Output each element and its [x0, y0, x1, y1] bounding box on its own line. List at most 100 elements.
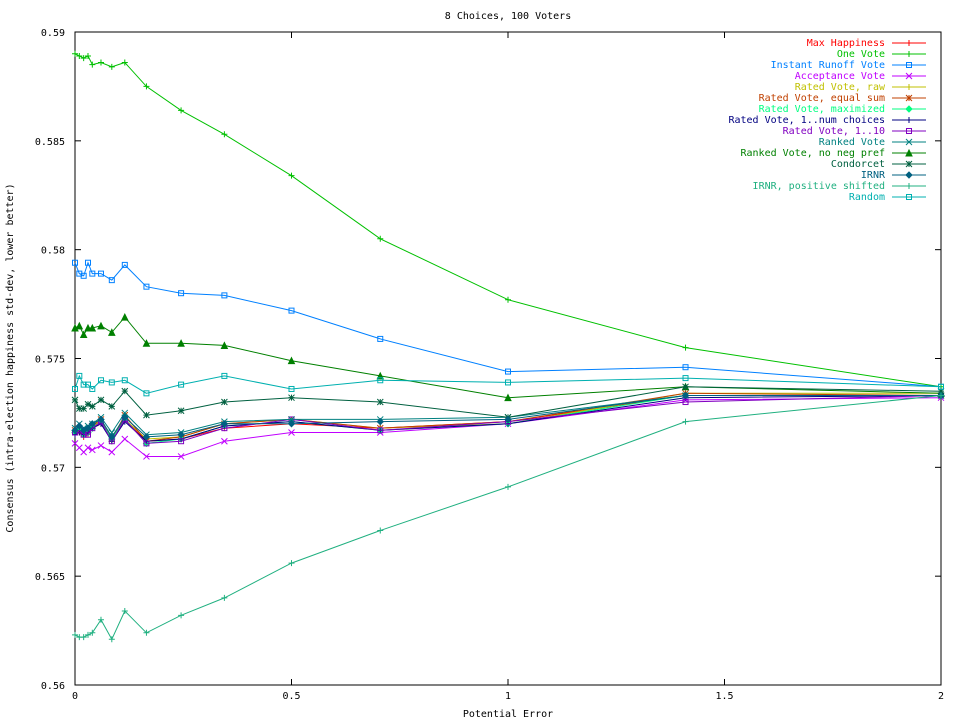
chart-title: 8 Choices, 100 Voters	[445, 11, 571, 22]
axes: 0 0.5 1 1.5 2 0.56 0.565 0.57 0.575 0.58 0.585 0.59	[35, 28, 944, 702]
data-point	[89, 270, 96, 277]
y-tick-label: 0.59	[41, 28, 65, 39]
legend-marker	[906, 117, 912, 123]
series-13	[72, 392, 944, 643]
data-point	[288, 307, 295, 314]
legend-label: Instant Runoff Vote	[771, 60, 885, 71]
legend-label: Condorcet	[831, 159, 885, 170]
legend-marker	[906, 62, 912, 68]
legend-marker	[906, 84, 912, 90]
data-point	[84, 52, 91, 59]
data-point	[288, 385, 295, 392]
series-10	[71, 313, 945, 402]
legend-label: Rated Vote, equal sum	[759, 93, 885, 104]
legend-marker	[906, 40, 912, 46]
data-point	[108, 379, 115, 386]
data-point	[221, 594, 228, 601]
data-point	[288, 394, 295, 402]
data-point	[505, 483, 511, 490]
data-point	[178, 290, 185, 297]
series-3	[71, 394, 945, 460]
data-point	[97, 377, 104, 384]
legend-marker	[905, 94, 913, 102]
data-point	[71, 426, 79, 435]
data-point	[84, 631, 91, 638]
series-line	[74, 261, 942, 388]
legend-marker	[905, 105, 913, 113]
data-point	[121, 607, 128, 614]
data-point	[682, 344, 689, 351]
data-point	[681, 391, 690, 400]
data-point	[88, 446, 96, 454]
legend-label: Random	[849, 192, 885, 203]
data-point	[221, 437, 228, 445]
data-point	[108, 636, 115, 643]
data-point	[121, 59, 128, 66]
legend-label: Ranked Vote, no neg pref	[741, 148, 886, 159]
legend-marker	[906, 183, 912, 189]
data-point	[937, 387, 945, 395]
x-tick-label: 2	[938, 691, 944, 702]
legend-label: One Vote	[837, 49, 885, 60]
data-point	[121, 387, 129, 395]
data-point	[80, 55, 87, 62]
data-point	[76, 372, 83, 379]
legend-marker	[906, 51, 912, 57]
data-point	[220, 341, 229, 349]
y-tick-label: 0.58	[41, 246, 65, 257]
x-tick-label: 0	[72, 691, 78, 702]
data-point	[178, 381, 185, 388]
data-point	[88, 403, 96, 410]
legend-label: Max Happiness	[807, 38, 885, 49]
data-point	[84, 444, 92, 452]
data-point	[84, 323, 92, 332]
legend-marker	[906, 128, 912, 134]
data-point	[89, 385, 96, 392]
data-point	[121, 409, 129, 417]
data-point	[143, 83, 150, 90]
series-line	[74, 395, 942, 641]
legend-label: Rated Vote, raw	[795, 82, 886, 93]
data-point	[121, 261, 128, 268]
legend-marker	[905, 138, 913, 146]
data-point	[97, 616, 104, 623]
data-point	[221, 398, 228, 406]
y-axis-label: Consensus (intra-election happiness std-…	[5, 183, 16, 532]
x-axis-label: Potential Error	[463, 709, 553, 720]
data-point	[505, 379, 511, 386]
series-line	[74, 316, 942, 399]
data-point	[108, 277, 115, 284]
x-tick-label: 0.5	[282, 691, 300, 702]
data-point	[88, 323, 97, 332]
data-point	[75, 405, 83, 412]
y-tick-label: 0.575	[35, 355, 65, 366]
y-tick-label: 0.56	[41, 681, 65, 692]
data-point	[80, 381, 87, 388]
data-point	[121, 377, 128, 384]
y-tick-label: 0.565	[35, 572, 65, 583]
data-point	[178, 438, 185, 445]
data-point	[72, 631, 78, 638]
data-point	[143, 440, 150, 447]
data-point	[287, 420, 296, 428]
data-point	[143, 390, 150, 397]
legend-label: Rated Vote, 1..num choices	[728, 115, 885, 126]
data-point	[120, 313, 129, 321]
data-point	[88, 420, 97, 428]
x-tick-label: 1.5	[715, 691, 733, 702]
data-point	[108, 433, 116, 441]
data-point	[71, 396, 79, 404]
data-point	[80, 272, 87, 279]
data-point	[75, 321, 84, 330]
data-point	[89, 61, 96, 68]
data-point	[76, 52, 83, 59]
data-point	[221, 131, 228, 138]
legend-label: IRNR	[861, 170, 886, 181]
legend-marker	[905, 171, 913, 179]
data-point	[75, 422, 84, 430]
data-point	[72, 50, 78, 57]
data-point	[107, 328, 116, 336]
data-point	[97, 396, 105, 404]
data-point	[288, 172, 295, 179]
